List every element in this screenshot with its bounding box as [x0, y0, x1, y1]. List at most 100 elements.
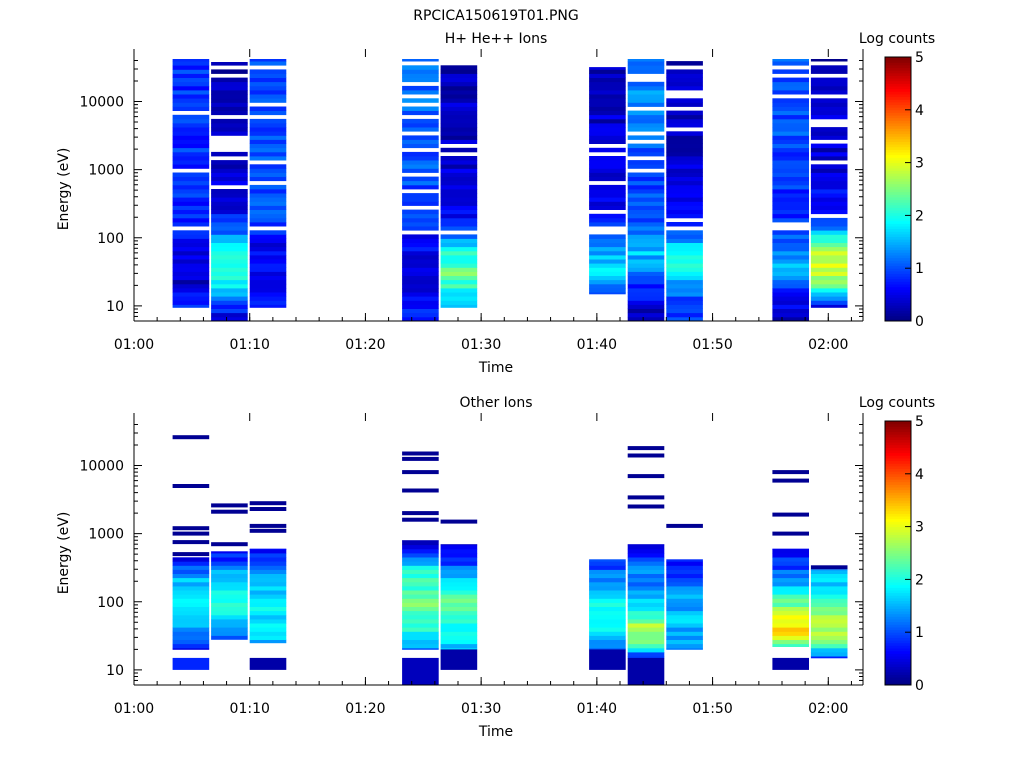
- heatmap-cell: [627, 114, 665, 120]
- colorbar-segment: [885, 579, 911, 583]
- heatmap-cell: [440, 544, 478, 546]
- heatmap-cell: [589, 238, 626, 243]
- heatmap-cell: [772, 234, 809, 239]
- heatmap-cell: [810, 639, 848, 645]
- heatmap-cell: [211, 551, 248, 554]
- colorbar-segment: [885, 682, 911, 686]
- heatmap-cell: [402, 312, 439, 318]
- heatmap-cell: [172, 151, 210, 157]
- heatmap-cell: [810, 147, 848, 153]
- heatmap-cell: [402, 619, 439, 624]
- heatmap-cell: [810, 643, 848, 649]
- heatmap-cell: [627, 300, 665, 305]
- heatmap-cell: [810, 193, 848, 198]
- heatmap-cell: [810, 238, 848, 243]
- heatmap-cell: [249, 59, 287, 62]
- heatmap-cell: [589, 259, 626, 264]
- colorbar-segment: [885, 72, 911, 76]
- heatmap-cell: [589, 234, 626, 239]
- heatmap-cell: [772, 127, 809, 132]
- heatmap-cell: [627, 226, 665, 231]
- heatmap-cell: [772, 296, 809, 301]
- colorbar-segment: [885, 468, 911, 472]
- heatmap-line: [172, 531, 210, 536]
- heatmap-cell: [249, 156, 287, 161]
- y-tick-label: 10: [106, 299, 124, 315]
- heatmap-cell: [211, 230, 248, 235]
- heatmap-cell: [589, 573, 626, 579]
- figure-title: RPCICA150619T01.PNG: [413, 8, 578, 24]
- colorbar-segment: [885, 115, 911, 119]
- heatmap-cell: [810, 647, 848, 653]
- heatmap-cell: [772, 288, 809, 293]
- heatmap-cell: [440, 98, 478, 103]
- heatmap-cell: [810, 259, 848, 264]
- heatmap-cell: [249, 635, 287, 640]
- heatmap-cell: [772, 631, 809, 636]
- heatmap-cell: [249, 565, 287, 570]
- heatmap-cell: [666, 559, 703, 562]
- heatmap-cell: [172, 623, 210, 628]
- heatmap-cell: [211, 271, 248, 276]
- heatmap-cell: [666, 581, 703, 587]
- heatmap-cell: [589, 81, 626, 87]
- heatmap-cell: [772, 259, 809, 264]
- heatmap-cell: [772, 586, 809, 591]
- colorbar-segment: [885, 626, 911, 631]
- heatmap-cell: [666, 304, 703, 309]
- heatmap-cell: [627, 312, 665, 318]
- colorbar-segment: [885, 426, 911, 430]
- heatmap-cell: [772, 246, 809, 252]
- colorbar-segment: [885, 473, 911, 477]
- heatmap-cell: [440, 65, 478, 70]
- heatmap-cell: [172, 176, 210, 182]
- heatmap-cell: [402, 300, 439, 305]
- heatmap-cell: [627, 657, 665, 685]
- heatmap-cell: [440, 623, 478, 628]
- colorbar-segment: [885, 589, 911, 594]
- heatmap-cell: [172, 300, 210, 305]
- heatmap-line: [772, 531, 809, 536]
- heatmap-cell: [589, 67, 626, 70]
- colorbar-segment: [885, 436, 911, 440]
- colorbar-segment: [885, 144, 911, 148]
- heatmap-cell: [249, 606, 287, 612]
- heatmap-cell: [440, 114, 478, 120]
- heatmap-cell: [402, 217, 439, 223]
- heatmap-cell: [810, 180, 848, 186]
- colorbar-segment: [885, 196, 911, 201]
- heatmap-cell: [627, 267, 665, 272]
- heatmap-cell: [772, 197, 809, 202]
- heatmap-cell: [211, 250, 248, 256]
- heatmap-cell: [589, 623, 626, 628]
- heatmap-cell: [211, 77, 248, 83]
- heatmap-cell: [666, 172, 703, 177]
- heatmap-line: [627, 495, 665, 500]
- colorbar-segment: [885, 576, 911, 580]
- heatmap-cell: [402, 602, 439, 607]
- heatmap-cell: [172, 246, 210, 252]
- heatmap-cell: [810, 172, 848, 177]
- colorbar-segment: [885, 223, 911, 227]
- heatmap-cell: [402, 164, 439, 169]
- heatmap-cell: [772, 90, 809, 95]
- heatmap-cell: [249, 61, 287, 66]
- colorbar-segment: [885, 173, 911, 177]
- heatmap-cell: [249, 184, 287, 190]
- heatmap-cell: [627, 271, 665, 276]
- heatmap-cell: [810, 581, 848, 587]
- colorbar-segment: [885, 236, 911, 240]
- panel-h-he-ions: H+ He++ Ions Time Energy (eV) Log counts…: [56, 31, 935, 376]
- heatmap-cell: [589, 135, 626, 140]
- heatmap-cell: [810, 98, 848, 103]
- heatmap-cell: [666, 242, 703, 248]
- heatmap-cell: [211, 168, 248, 173]
- heatmap-cell: [402, 561, 439, 566]
- colorbar-segment: [885, 70, 911, 74]
- heatmap-cell: [666, 230, 703, 235]
- colorbar-segment: [885, 252, 911, 256]
- colorbar-segment: [885, 658, 911, 662]
- heatmap-cell: [627, 94, 665, 99]
- heatmap-cell: [666, 222, 703, 227]
- heatmap-cell: [810, 586, 848, 591]
